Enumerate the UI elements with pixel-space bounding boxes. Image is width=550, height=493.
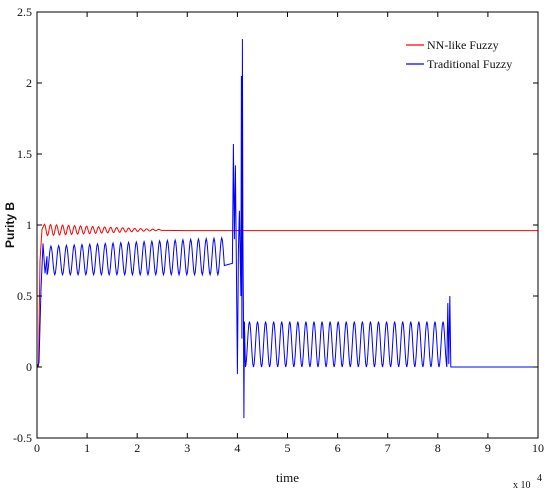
x-tick-label: 0 xyxy=(34,441,40,455)
y-tick-label: 0 xyxy=(26,360,32,374)
x-tick-label: 8 xyxy=(435,441,441,455)
plot-area xyxy=(37,38,538,419)
y-tick-label: 2 xyxy=(26,76,32,90)
x-tick-label: 1 xyxy=(84,441,90,455)
y-tick-label: 2.5 xyxy=(17,5,32,19)
legend: NN-like Fuzzy Traditional Fuzzy xyxy=(406,38,512,71)
x-tick-label: 5 xyxy=(285,441,291,455)
x-tick-label: 7 xyxy=(385,441,391,455)
x-tick-label: 10 xyxy=(532,441,544,455)
x-tick-label: 9 xyxy=(485,441,491,455)
y-tick-label: 1 xyxy=(26,218,32,232)
y-axis-label: Purity B xyxy=(3,202,17,248)
y-tick-label: 1.5 xyxy=(17,147,32,161)
y-tick-label: 0.5 xyxy=(17,289,32,303)
y-tick-label: -0.5 xyxy=(13,431,32,445)
x-tick-label: 2 xyxy=(134,441,140,455)
legend-label-1: Traditional Fuzzy xyxy=(427,57,512,71)
series-line-1 xyxy=(37,38,538,419)
x-tick-label: 4 xyxy=(234,441,240,455)
x-tick-label: 6 xyxy=(335,441,341,455)
x-exponent-label: x 10 xyxy=(513,480,531,491)
x-tick-label: 3 xyxy=(184,441,190,455)
series-line-0 xyxy=(37,223,538,368)
x-axis-label: time xyxy=(276,470,299,485)
x-exponent-power: 4 xyxy=(537,473,542,484)
legend-label-0: NN-like Fuzzy xyxy=(427,38,499,52)
